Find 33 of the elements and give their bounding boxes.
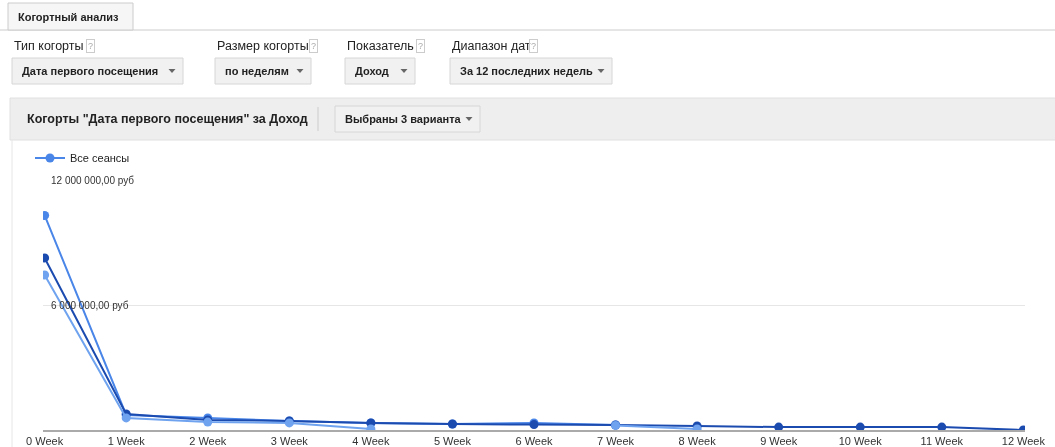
chart-title: Когорты "Дата первого посещения" за Доход: [27, 112, 308, 126]
text: Тип когорты: [14, 39, 84, 53]
text: по неделям: [225, 65, 289, 77]
x-tick-label: 8 Week: [678, 435, 717, 447]
x-tick-label: 9 Week: [760, 435, 798, 447]
y-tick-label: 12 000 000,00 руб: [51, 174, 135, 186]
point: [855, 422, 865, 430]
x-tick-label: 2 Week: [189, 435, 227, 447]
x-tick-label: 12 Week: [1001, 435, 1046, 447]
text: Доход: [355, 65, 389, 77]
text: Когортный анализ: [18, 11, 120, 23]
x-tick-label: 10 Week: [838, 435, 883, 447]
x-tick-label: 7 Week: [597, 435, 635, 447]
text: ?: [531, 41, 537, 51]
x-tick-label: 11 Week: [920, 435, 964, 447]
x-tick-label: 0 Week: [26, 435, 64, 447]
x-tick-label: 1 Week: [107, 435, 146, 447]
x-tick-label: 5 Week: [433, 435, 472, 447]
text: ?: [311, 41, 317, 51]
text: Диапазон дат: [452, 39, 531, 53]
point: [774, 422, 784, 430]
text: Выбраны 3 варианта: [345, 113, 462, 125]
x-tick-label: 4 Week: [352, 435, 390, 447]
x-tick-label: 6 Week: [515, 435, 554, 447]
text: Дата первого посещения: [22, 65, 159, 77]
text: Показатель: [347, 39, 414, 53]
text: ?: [88, 41, 94, 51]
text: Размер когорты: [217, 39, 309, 53]
point: [937, 422, 947, 430]
x-tick-label: 3 Week: [270, 435, 309, 447]
text: За 12 последних недель: [460, 65, 594, 77]
legend-label: Все сеансы: [70, 152, 130, 165]
text: ?: [418, 41, 424, 51]
